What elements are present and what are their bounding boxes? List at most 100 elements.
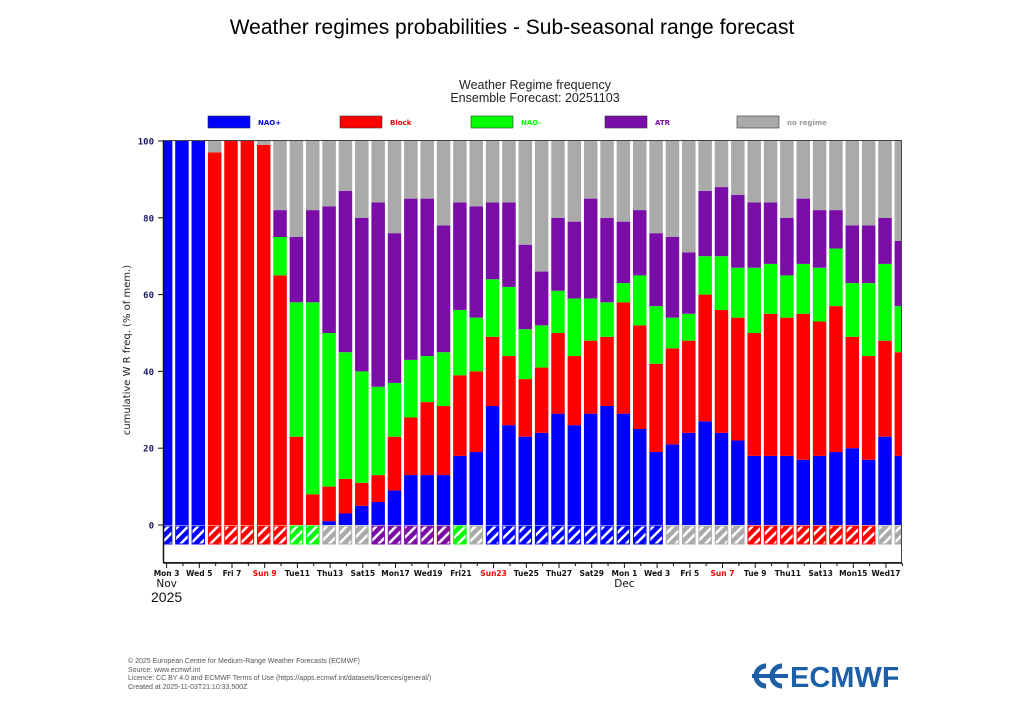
bar-segment-nao- <box>322 521 336 525</box>
bar-segment-nao- <box>731 440 745 525</box>
bar-segment-nao- <box>387 490 402 525</box>
y-tick-label: 100 <box>138 138 154 148</box>
bar-segment-nao- <box>534 432 549 525</box>
bar-segment-nao- <box>404 475 418 525</box>
bar-segment-no-regime <box>551 141 565 218</box>
legend-label: no regime <box>787 119 827 127</box>
bar-segment-block <box>551 333 565 414</box>
bar-segment-no-regime <box>649 141 663 234</box>
x-tick-label: Wed19 <box>414 569 443 578</box>
bar-segment-nao- <box>600 405 614 525</box>
bar-segment-block <box>861 356 876 460</box>
bar-segment-nao- <box>731 267 745 318</box>
bar-segment-nao- <box>322 333 336 487</box>
bar-segment-no-regime <box>567 141 582 222</box>
bar-segment-nao- <box>665 444 680 525</box>
dominant-regime-marker <box>796 525 810 545</box>
legend-label: ATR <box>655 119 671 127</box>
dominant-regime-marker <box>616 525 631 545</box>
bar-segment-nao- <box>633 275 647 326</box>
x-tick-label: Tue11 <box>285 569 310 578</box>
bar-segment-no-regime <box>322 141 336 207</box>
bar-segment-nao- <box>273 237 287 276</box>
dominant-regime-marker <box>289 525 304 545</box>
footer: © 2025 European Centre for Medium-Range … <box>128 658 431 692</box>
bar-segment-nao- <box>485 279 500 337</box>
bar-segment-block <box>780 317 794 456</box>
dominant-regime-marker <box>567 525 582 545</box>
bar-segment-no-regime <box>682 141 696 253</box>
y-tick-label: 20 <box>143 445 154 455</box>
bar-segment-nao- <box>469 452 483 525</box>
dominant-regime-marker <box>583 525 598 545</box>
bar-segment-nao- <box>829 248 843 307</box>
dominant-regime-marker <box>780 525 794 545</box>
bar-segment-block <box>845 336 860 449</box>
bar-segment-block <box>453 375 467 456</box>
dominant-regime-marker <box>175 525 189 545</box>
dominant-regime-marker <box>224 525 238 545</box>
bar-segment-nao- <box>845 448 860 525</box>
bar-segment-nao- <box>371 501 385 525</box>
bar-segment-atr <box>878 217 892 264</box>
bars <box>164 141 902 545</box>
bar-segment-atr <box>714 187 729 257</box>
bar-segment-atr <box>747 202 761 268</box>
bar-segment-block <box>371 475 385 502</box>
bar-segment-no-regime <box>289 141 304 237</box>
bar-segment-no-regime <box>485 141 500 203</box>
bar-segment-block <box>878 340 892 437</box>
x-tick-label: Fri 5 <box>680 569 699 578</box>
dominant-regime-marker <box>633 525 647 545</box>
bar-segment-atr <box>322 206 336 333</box>
bar-segment-no-regime <box>502 141 516 203</box>
dominant-regime-marker <box>420 525 434 545</box>
dominant-regime-marker <box>453 525 467 545</box>
bar-segment-block <box>894 352 902 456</box>
bar-segment-atr <box>731 194 745 268</box>
bar-segment-no-regime <box>453 141 467 203</box>
bar-segment-nao- <box>780 275 794 318</box>
bar-segment-atr <box>289 237 304 303</box>
x-tick-label: Fri21 <box>450 569 471 578</box>
bar-segment-no-regime <box>404 141 418 199</box>
bar-segment-no-regime <box>583 141 598 199</box>
month-label: Dec <box>614 578 635 590</box>
dominant-regime-marker <box>387 525 402 545</box>
bar-segment-block <box>322 486 336 522</box>
bar-segment-nao- <box>698 421 712 525</box>
dominant-regime-marker <box>207 525 222 545</box>
bar-segment-nao- <box>164 141 173 525</box>
ecmwf-logo-symbol <box>752 663 788 689</box>
bar-segment-block <box>469 371 483 453</box>
bar-segment-block <box>583 340 598 414</box>
dominant-regime-marker <box>502 525 516 545</box>
bar-segment-atr <box>763 202 778 264</box>
bar-segment-nao- <box>518 329 533 380</box>
bar-segment-no-regime <box>747 141 761 203</box>
x-tick-label: Thu11 <box>775 569 801 578</box>
bar-segment-atr <box>829 210 843 249</box>
bar-segment-nao- <box>714 432 729 525</box>
bar-segment-block <box>714 309 729 433</box>
bar-segment-nao- <box>338 513 353 525</box>
bar-segment-nao- <box>338 352 353 479</box>
bar-segment-nao- <box>649 452 663 525</box>
dominant-regime-marker <box>763 525 778 545</box>
bar-segment-no-regime <box>355 141 369 218</box>
bar-segment-nao- <box>665 317 680 349</box>
x-tick-label: Wed 3 <box>644 569 670 578</box>
legend-label: NAO+ <box>258 119 281 127</box>
bar-segment-no-regime <box>731 141 745 195</box>
bar-segment-no-regime <box>420 141 434 199</box>
bar-segment-no-regime <box>878 141 892 218</box>
bar-segment-block <box>616 302 631 414</box>
bar-segment-atr <box>469 206 483 318</box>
bar-segment-block <box>502 356 516 426</box>
dominant-regime-marker <box>812 525 827 545</box>
bar-segment-no-regime <box>845 141 860 226</box>
dominant-regime-marker <box>469 525 483 545</box>
bar-segment-no-regime <box>780 141 794 218</box>
bar-segment-atr <box>583 198 598 299</box>
dominant-regime-marker <box>518 525 533 545</box>
